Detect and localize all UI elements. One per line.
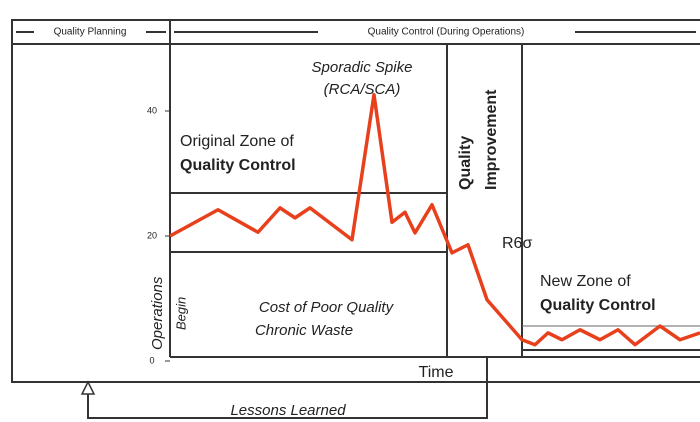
annotation: R6σ (502, 235, 532, 252)
annotation: Lessons Learned (230, 402, 346, 419)
annotation: Sporadic Spike (312, 59, 413, 76)
annotation: Chronic Waste (255, 322, 353, 339)
annotation: Quality (457, 136, 474, 190)
annotation: Original Zone of (180, 133, 294, 150)
data-line (169, 93, 700, 347)
x-axis-label: Time (419, 364, 454, 381)
annotation: Improvement (483, 89, 500, 190)
annotation: Cost of Poor Quality (259, 299, 395, 316)
annotation: Quality Control (540, 297, 656, 314)
header-label: Quality Control (During Operations) (368, 27, 525, 38)
header-label: Quality Planning (54, 27, 127, 38)
annotation: New Zone of (540, 273, 631, 290)
annotation: Operations (149, 276, 166, 350)
lessons-loop (87, 357, 488, 419)
y-tick-label: 20 (147, 230, 157, 240)
y-tick-label: 40 (147, 105, 157, 115)
annotation: (RCA/SCA) (324, 81, 401, 98)
frame (11, 19, 700, 383)
y-tick-label: 0 (149, 355, 154, 365)
original-zone (169, 192, 448, 253)
annotation: Quality Control (180, 157, 296, 174)
annotation: Begin (173, 297, 188, 330)
lessons-arrow (80, 380, 96, 395)
